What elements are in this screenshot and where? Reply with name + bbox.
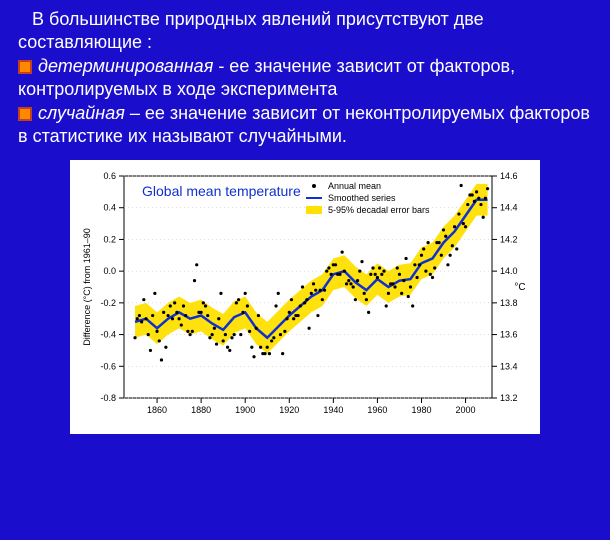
svg-text:14.4: 14.4 <box>500 203 518 213</box>
bullet1-em: детерминированная <box>38 56 213 76</box>
svg-text:°C: °C <box>514 282 525 293</box>
svg-text:14.0: 14.0 <box>500 266 518 276</box>
bullet-icon <box>18 60 32 74</box>
bullet2-em: случайная <box>38 103 125 123</box>
svg-text:0.2: 0.2 <box>103 235 116 245</box>
svg-text:1880: 1880 <box>191 405 211 415</box>
svg-text:-0.8: -0.8 <box>100 393 116 403</box>
svg-text:13.8: 13.8 <box>500 298 518 308</box>
svg-text:-0.6: -0.6 <box>100 362 116 372</box>
svg-text:-0.2: -0.2 <box>100 298 116 308</box>
lead-text: В большинстве природных явлений присутст… <box>18 9 484 52</box>
svg-text:1900: 1900 <box>235 405 255 415</box>
bullet-icon <box>18 107 32 121</box>
svg-text:Smoothed series: Smoothed series <box>328 193 396 203</box>
chart-container: 1860 1880 1900 1920 1940 1960 1980 2000 -0.8 -0.6… <box>70 160 540 434</box>
svg-text:1940: 1940 <box>323 405 343 415</box>
svg-text:-0.4: -0.4 <box>100 330 116 340</box>
svg-text:13.2: 13.2 <box>500 393 518 403</box>
svg-text:13.4: 13.4 <box>500 362 518 372</box>
svg-text:Annual mean: Annual mean <box>328 181 381 191</box>
svg-text:5-95% decadal error bars: 5-95% decadal error bars <box>328 205 430 215</box>
svg-text:14.6: 14.6 <box>500 171 518 181</box>
description-text: В большинстве природных явлений присутст… <box>0 0 610 158</box>
svg-text:14.2: 14.2 <box>500 235 518 245</box>
svg-text:1980: 1980 <box>411 405 431 415</box>
svg-text:1920: 1920 <box>279 405 299 415</box>
temperature-chart: 1860 1880 1900 1920 1940 1960 1980 2000 -0.8 -0.6… <box>76 166 536 428</box>
svg-text:Global mean temperature: Global mean temperature <box>142 183 301 199</box>
svg-text:0.0: 0.0 <box>103 266 116 276</box>
svg-text:0.6: 0.6 <box>103 171 116 181</box>
svg-text:Difference (°C) from 1961–90: Difference (°C) from 1961–90 <box>82 229 92 347</box>
svg-text:13.6: 13.6 <box>500 330 518 340</box>
svg-text:2000: 2000 <box>456 405 476 415</box>
svg-text:0.4: 0.4 <box>103 203 116 213</box>
svg-text:1960: 1960 <box>367 405 387 415</box>
svg-text:1860: 1860 <box>147 405 167 415</box>
